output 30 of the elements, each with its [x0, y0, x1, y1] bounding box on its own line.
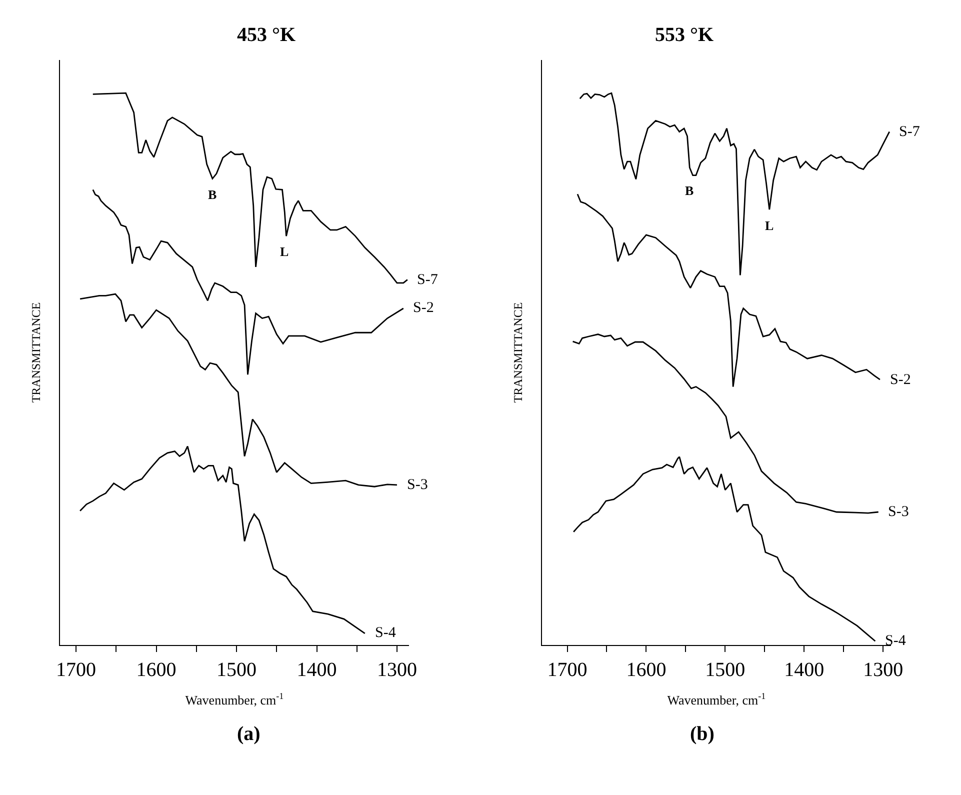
chart-title: 453 °K	[237, 24, 296, 46]
series-label: S-3	[888, 504, 909, 520]
series-label: S-7	[417, 272, 438, 288]
y-axis-title: TRANSMITTANCE	[29, 302, 44, 403]
y-axis-title: TRANSMITTANCE	[511, 302, 526, 403]
series-label: S-4	[375, 625, 396, 641]
x-tick-label: 1400	[784, 659, 824, 682]
series-label: S-7	[899, 124, 920, 140]
annotation: B	[208, 187, 217, 202]
x-tick-label: 1600	[626, 659, 666, 682]
chart-title: 553 °K	[655, 24, 714, 46]
annotation: B	[685, 183, 694, 198]
x-tick-label: 1300	[376, 659, 417, 682]
x-tick-label: 1500	[216, 659, 257, 682]
x-tick-label: 1400	[296, 659, 337, 682]
series-label: S-2	[413, 300, 434, 316]
x-tick-label: 1700	[56, 659, 96, 682]
series-label: S-4	[885, 633, 906, 649]
annotation: L	[765, 218, 774, 233]
x-tick-label: 1600	[136, 659, 176, 682]
x-tick-label: 1500	[705, 659, 746, 682]
x-axis-title: Wavenumber, cm$^{-1}$	[667, 691, 766, 708]
text: (b)	[690, 723, 714, 745]
annotation: L	[280, 244, 289, 259]
x-tick-label: 1300	[863, 659, 904, 682]
series-label: S-3	[407, 477, 428, 493]
x-axis-title: Wavenumber, cm$^{-1}$	[185, 691, 284, 708]
text: (a)	[237, 723, 260, 745]
x-tick-label: 1700	[547, 659, 588, 682]
series-label: S-2	[890, 372, 911, 388]
